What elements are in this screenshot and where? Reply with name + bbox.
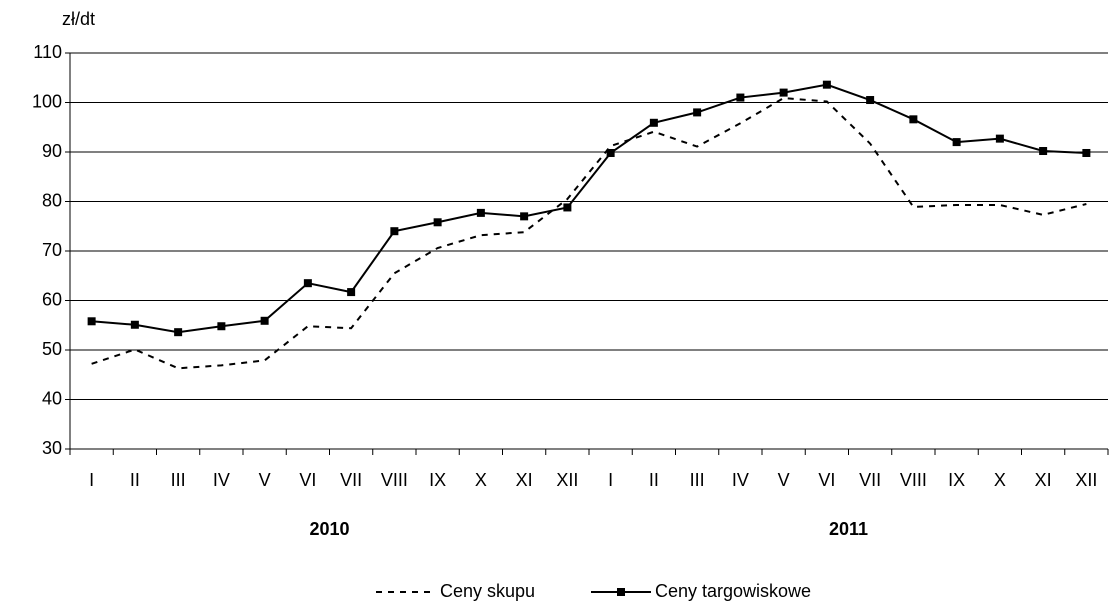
- x-tick-label: VII: [340, 470, 362, 490]
- x-tick-label: VII: [859, 470, 881, 490]
- y-axis-label: zł/dt: [62, 9, 95, 29]
- y-tick-label: 90: [42, 141, 62, 161]
- x-tick-label: II: [130, 470, 140, 490]
- x-tick-label: XI: [1035, 470, 1052, 490]
- marker: [217, 322, 226, 331]
- marker: [476, 208, 485, 217]
- x-tick-label: X: [475, 470, 487, 490]
- marker: [866, 96, 875, 105]
- x-tick-label: V: [259, 470, 271, 490]
- y-tick-label: 110: [33, 42, 62, 62]
- legend-marker: [617, 588, 625, 596]
- legend-label: Ceny targowiskowe: [655, 581, 811, 601]
- x-tick-label: VI: [299, 470, 316, 490]
- x-tick-label: IV: [213, 470, 230, 490]
- marker: [995, 134, 1004, 143]
- marker: [130, 320, 139, 329]
- y-tick-label: 30: [42, 438, 62, 458]
- x-tick-label: III: [690, 470, 705, 490]
- marker: [390, 227, 399, 236]
- x-tick-label: IX: [948, 470, 965, 490]
- marker: [433, 218, 442, 227]
- y-tick-label: 60: [42, 289, 62, 309]
- x-tick-label: XI: [516, 470, 533, 490]
- x-tick-label: VIII: [900, 470, 927, 490]
- y-tick-label: 50: [42, 339, 62, 359]
- x-tick-label: II: [649, 470, 659, 490]
- marker: [520, 212, 529, 221]
- series-line: [91, 83, 1087, 334]
- marker: [303, 279, 312, 288]
- x-tick-label: VIII: [381, 470, 408, 490]
- x-tick-label: IX: [429, 470, 446, 490]
- x-tick-label: III: [171, 470, 186, 490]
- marker: [952, 138, 961, 147]
- marker: [174, 328, 183, 337]
- marker: [649, 118, 658, 127]
- y-tick-label: 100: [32, 91, 62, 111]
- marker: [693, 108, 702, 117]
- group-label: 2010: [309, 519, 349, 539]
- x-tick-label: V: [778, 470, 790, 490]
- x-tick-label: I: [608, 470, 613, 490]
- marker: [822, 80, 831, 89]
- marker: [1082, 148, 1091, 157]
- x-tick-label: VI: [818, 470, 835, 490]
- marker: [606, 148, 615, 157]
- y-tick-label: 70: [42, 240, 62, 260]
- marker: [260, 316, 269, 325]
- x-tick-label: XII: [1075, 470, 1097, 490]
- marker: [736, 93, 745, 102]
- y-tick-label: 40: [42, 388, 62, 408]
- group-label: 2011: [829, 519, 868, 539]
- legend-label: Ceny skupu: [440, 581, 535, 601]
- x-tick-label: XII: [556, 470, 578, 490]
- y-tick-label: 80: [42, 190, 62, 210]
- marker: [347, 288, 356, 297]
- marker: [1039, 147, 1048, 156]
- x-tick-label: IV: [732, 470, 749, 490]
- marker: [87, 317, 96, 326]
- marker: [563, 203, 572, 212]
- x-tick-label: X: [994, 470, 1006, 490]
- marker: [779, 88, 788, 97]
- x-tick-label: I: [89, 470, 94, 490]
- marker: [909, 115, 918, 124]
- series-line: [91, 97, 1087, 370]
